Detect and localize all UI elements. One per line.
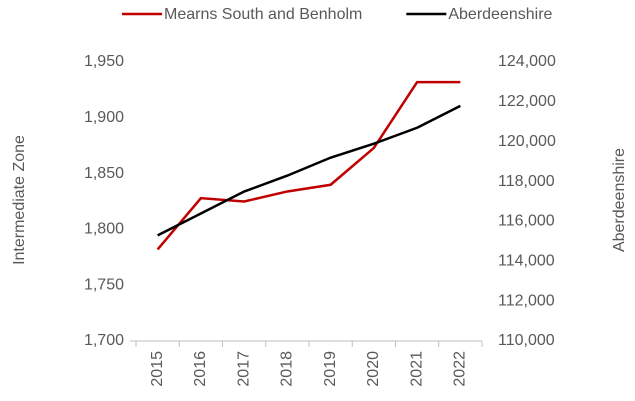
x-tick-label: 2022 <box>452 351 469 387</box>
x-tick-label: 2016 <box>192 351 209 387</box>
x-tick-label: 2020 <box>365 351 382 387</box>
y-tick-label: 1,700 <box>84 332 124 349</box>
y-axis-label: Intermediate Zone <box>11 135 28 265</box>
y2-tick-label: 116,000 <box>498 213 555 230</box>
x-tick-label: 2018 <box>279 351 296 387</box>
y-tick-label: 1,750 <box>84 276 124 293</box>
x-tick-label: 2019 <box>322 351 339 387</box>
y-tick-label: 1,800 <box>84 221 124 238</box>
y2-tick-label: 118,000 <box>498 173 555 190</box>
y2-tick-label: 120,000 <box>498 133 556 150</box>
x-tick-label: 2021 <box>408 351 425 387</box>
y2-tick-label: 114,000 <box>498 253 555 270</box>
legend-label: Aberdeenshire <box>448 6 552 23</box>
y2-axis-label: Aberdeenshire <box>611 148 628 252</box>
series-line <box>156 80 461 251</box>
y-tick-label: 1,900 <box>84 109 124 126</box>
y2-tick-label: 124,000 <box>498 53 556 70</box>
y2-tick-label: 112,000 <box>498 292 555 309</box>
y2-tick-label: 122,000 <box>498 93 556 110</box>
y-tick-label: 1,850 <box>84 165 124 182</box>
y2-tick-label: 110,000 <box>498 332 555 349</box>
legend-label: Mearns South and Benholm <box>164 6 362 23</box>
x-tick-label: 2017 <box>235 351 252 387</box>
series-line <box>157 104 461 237</box>
y-tick-label: 1,950 <box>84 53 124 70</box>
x-tick-label: 2015 <box>149 351 166 387</box>
